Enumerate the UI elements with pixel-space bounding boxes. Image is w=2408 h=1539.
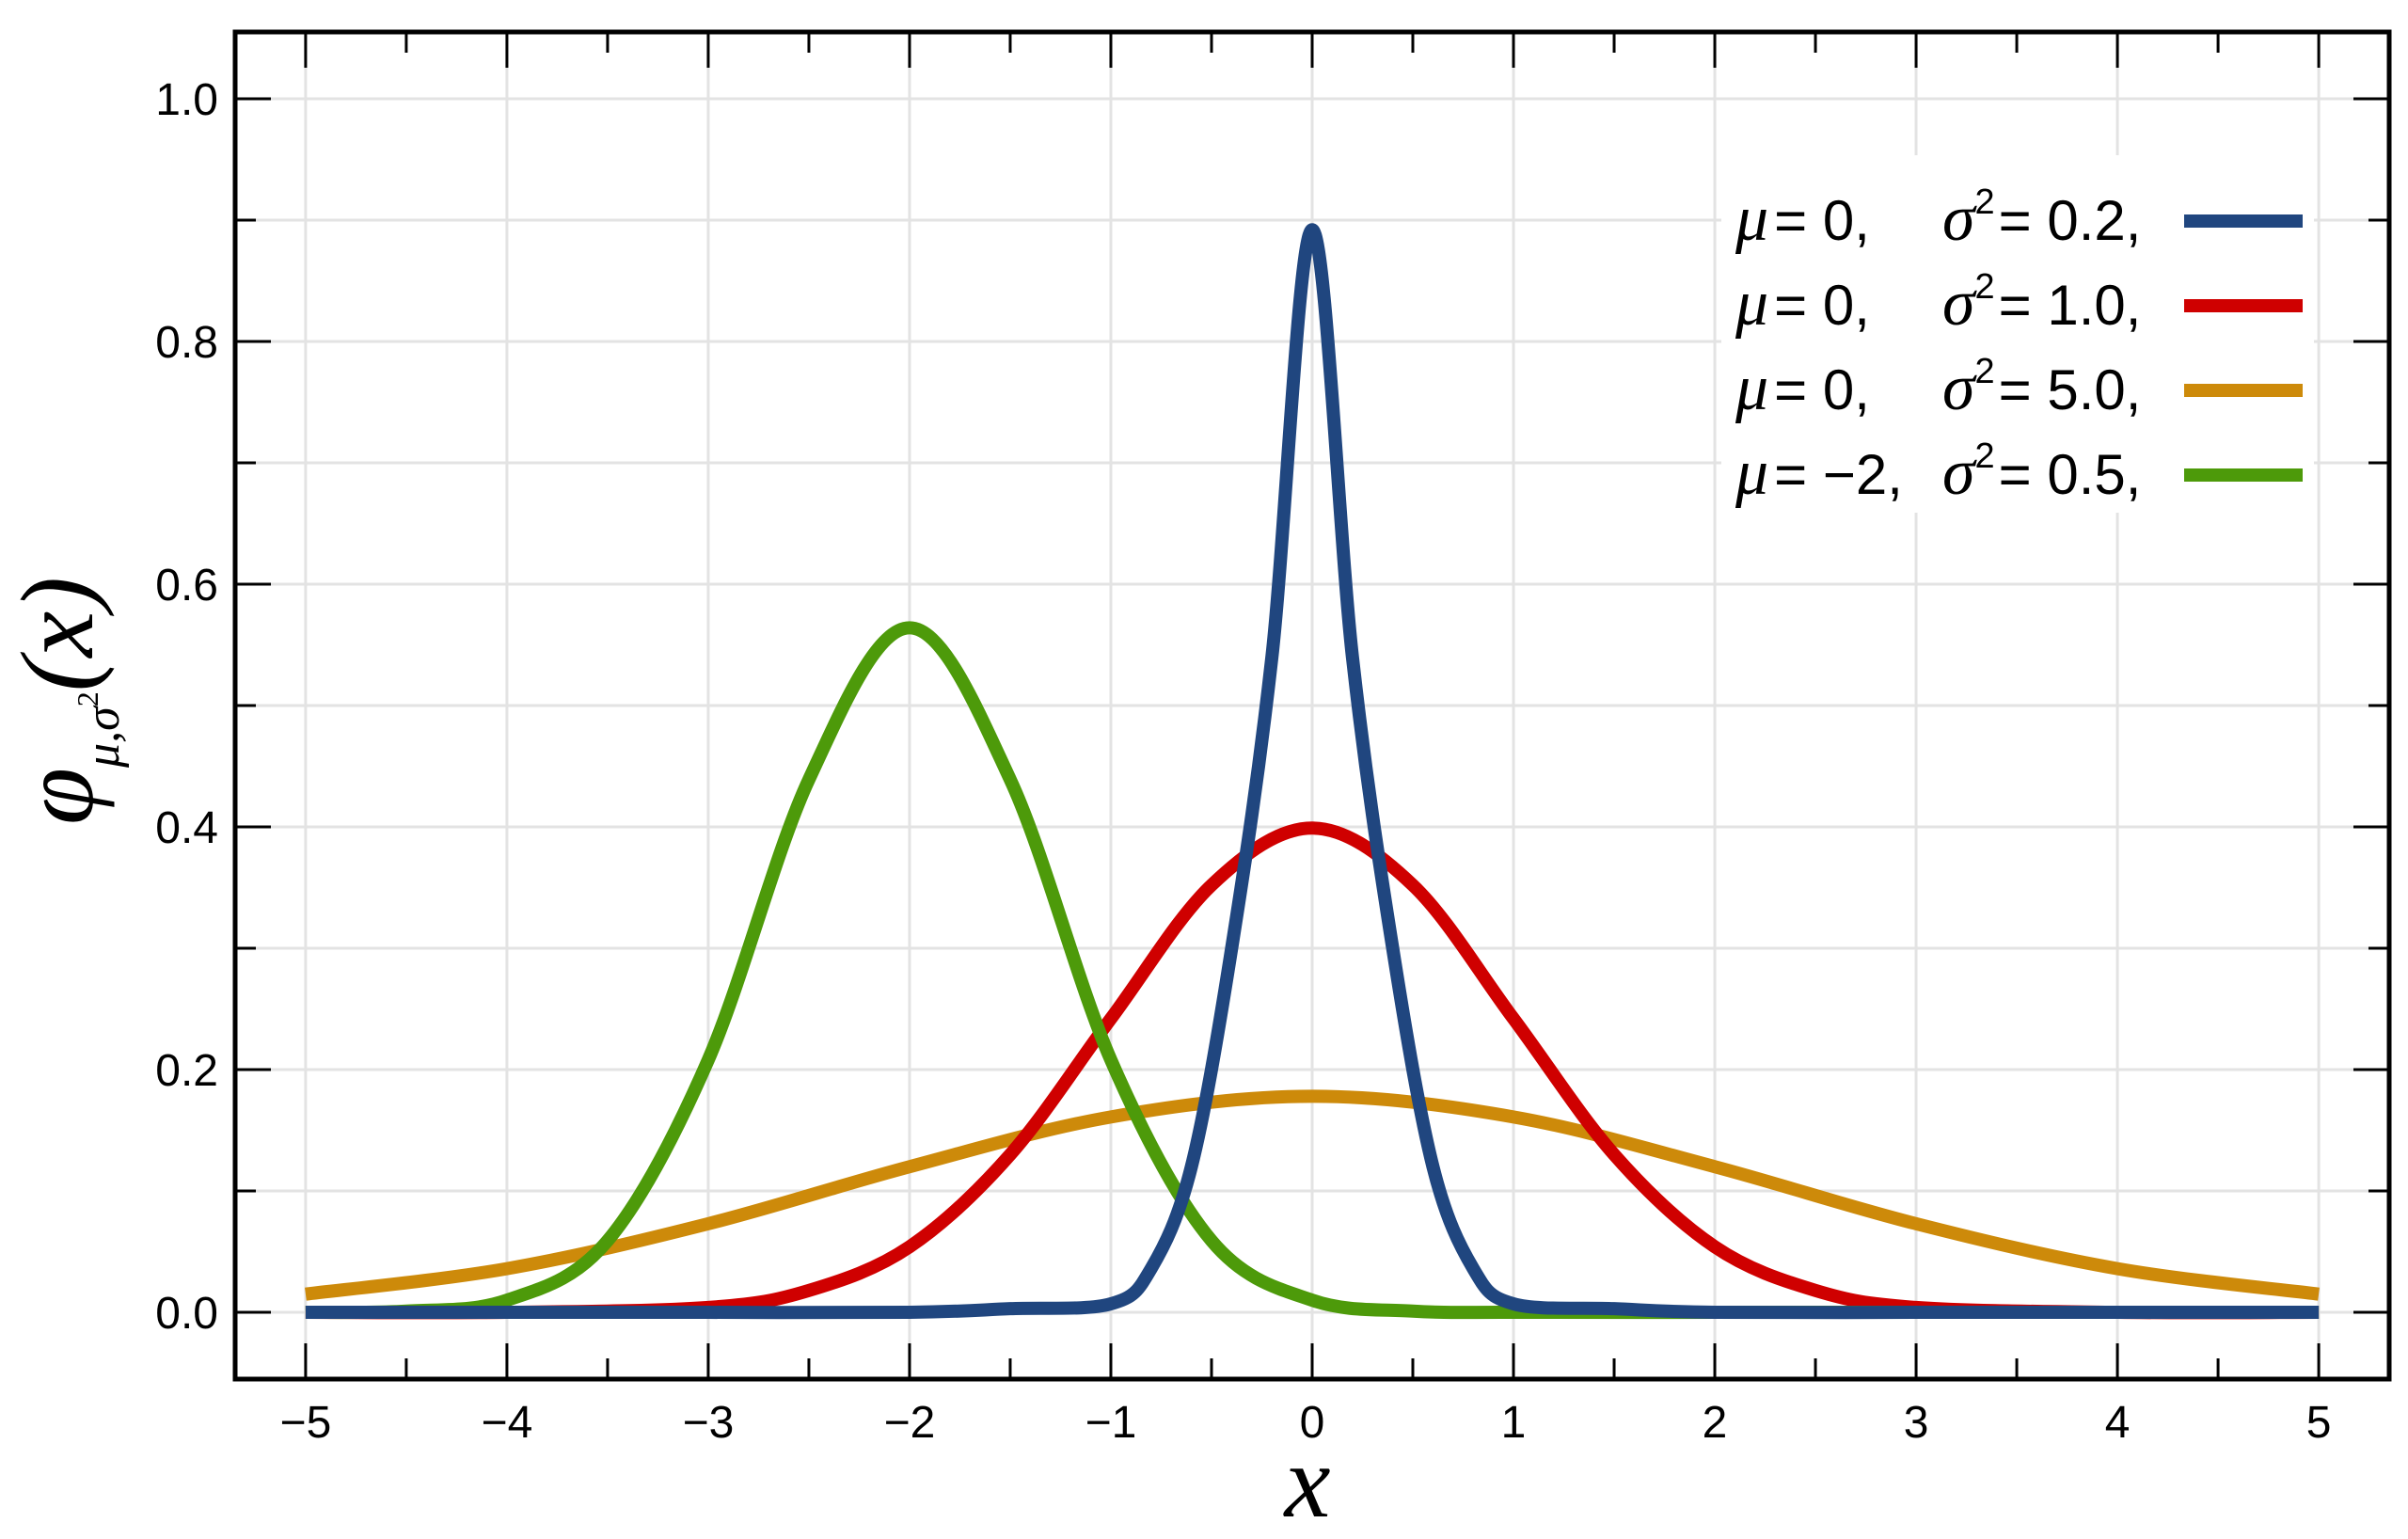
y-tick-label: 0.6 [155,561,218,611]
y-axis-superscript: 2 [71,691,104,706]
legend-sigma-value: = 0.2, [1999,189,2142,252]
tick-labels: −5 −4 −3 −2 −1 0 1 2 3 4 5 0.0 0.2 0.4 0.6 0.8 1.0 [155,75,2331,1448]
legend: μ = 0, σ2= 0.2,μ = 0, σ2= 1.0,μ = 0, σ2= 5.0,μ… [1721,155,2314,513]
axis-ticks [235,32,2389,1379]
legend-entry: μ = −2, σ2= 0.5, [1735,436,2303,509]
x-tick-label: −2 [884,1398,936,1448]
y-axis-symbol: φ [0,768,115,825]
y-axis-argument: (x) [0,577,115,691]
x-tick-label: 0 [1300,1398,1325,1448]
legend-sigma-sup: 2 [1975,352,1995,391]
series-line-0 [305,223,2320,1320]
legend-sigma-symbol: σ [1942,267,1977,340]
legend-mu-symbol: μ [1735,267,1768,340]
legend-sigma-symbol: σ [1942,182,1977,255]
x-tick-label: 4 [2105,1398,2131,1448]
x-axis-title: x [1283,1424,1331,1539]
legend-entry-sigma: σ2= 0.2, [1942,182,2141,255]
legend-mu-symbol: μ [1735,352,1768,424]
y-axis-subscript: μ,σ [76,705,130,769]
legend-mu-value: = 0, [1774,274,1870,337]
legend-mu-value: = 0, [1774,189,1870,252]
y-tick-label: 0.4 [155,803,218,853]
y-tick-label: 0.8 [155,318,218,368]
legend-mu-value: = −2, [1774,443,1903,506]
y-axis-title: φμ,σ2(x) [0,577,130,825]
x-tick-label: −1 [1085,1398,1137,1448]
legend-sigma-sup: 2 [1975,182,1995,222]
x-tick-label: 5 [2306,1398,2332,1448]
series-line-2 [305,1089,2320,1301]
y-tick-label: 0.2 [155,1046,218,1096]
x-tick-label: −5 [280,1398,332,1448]
x-tick-label: 2 [1703,1398,1728,1448]
legend-sigma-symbol: σ [1942,352,1977,424]
y-tick-label: 1.0 [155,75,218,125]
legend-entry-label: μ = 0, [1735,267,1870,340]
legend-sigma-sup: 2 [1975,436,1995,476]
legend-entry: μ = 0, σ2= 0.2, [1735,182,2303,255]
series-lines [305,223,2320,1320]
legend-entry: μ = 0, σ2= 1.0, [1735,267,2303,340]
y-tick-label: 0.0 [155,1289,218,1339]
legend-mu-symbol: μ [1735,182,1768,255]
legend-mu-value: = 0, [1774,358,1870,421]
legend-entry-sigma: σ2= 5.0, [1942,352,2141,424]
x-tick-label: −3 [683,1398,735,1448]
legend-entry: μ = 0, σ2= 5.0, [1735,352,2303,424]
legend-sigma-value: = 0.5, [1999,443,2142,506]
legend-entry-label: μ = 0, [1735,182,1870,255]
x-tick-label: 3 [1904,1398,1929,1448]
legend-entry-sigma: σ2= 0.5, [1942,436,2141,509]
x-tick-label: 1 [1501,1398,1527,1448]
plot-frame [232,29,2392,1382]
svg-text:φμ,σ2(x): φμ,σ2(x) [0,577,130,825]
x-tick-label: −4 [482,1398,533,1448]
legend-sigma-value: = 1.0, [1999,274,2142,337]
legend-entry-sigma: σ2= 1.0, [1942,267,2141,340]
legend-entry-label: μ = −2, [1735,436,1903,509]
legend-sigma-sup: 2 [1975,267,1995,307]
legend-sigma-symbol: σ [1942,436,1977,509]
series-line-1 [305,821,2320,1320]
legend-mu-symbol: μ [1735,436,1768,509]
legend-entry-label: μ = 0, [1735,352,1870,424]
legend-sigma-value: = 5.0, [1999,358,2142,421]
